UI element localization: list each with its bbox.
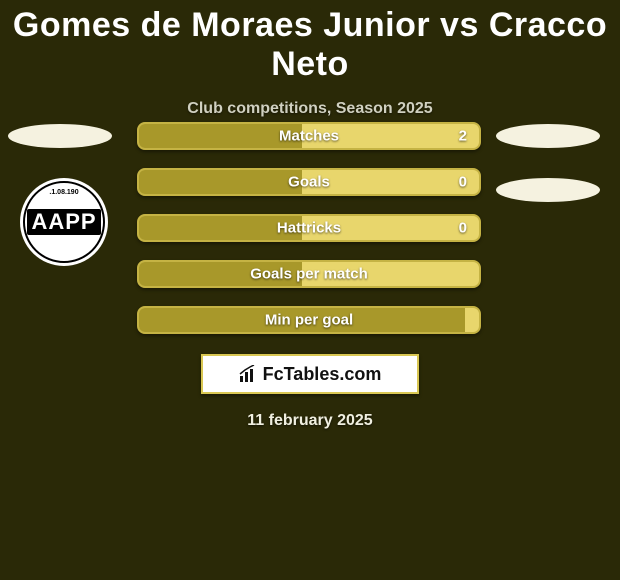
stat-label: Hattricks — [277, 220, 341, 237]
stat-value: 2 — [459, 128, 467, 145]
club-badge-inner: .1.08.190 AAPP — [23, 181, 105, 263]
player-right-shadow-icon — [496, 124, 600, 148]
page-subtitle: Club competitions, Season 2025 — [0, 100, 620, 118]
stat-label: Goals per match — [250, 266, 368, 283]
club-badge-top-text: .1.08.190 — [49, 189, 78, 196]
stat-label: Min per goal — [265, 312, 353, 329]
club-left-badge: .1.08.190 AAPP — [20, 178, 108, 266]
chart-icon — [239, 365, 259, 383]
stat-row: Goals 0 — [137, 168, 481, 196]
stat-label: Matches — [279, 128, 339, 145]
stat-row: Min per goal — [137, 306, 481, 334]
club-right-shadow-icon — [496, 178, 600, 202]
club-badge-letters: AAPP — [27, 209, 100, 235]
stat-row: Matches 2 — [137, 122, 481, 150]
brand-text: FcTables.com — [263, 364, 382, 385]
player-left-shadow-icon — [8, 124, 112, 148]
stat-row: Hattricks 0 — [137, 214, 481, 242]
stat-value: 0 — [459, 220, 467, 237]
stat-fill — [139, 170, 302, 194]
stat-value: 0 — [459, 174, 467, 191]
stat-label: Goals — [288, 174, 330, 191]
stat-row: Goals per match — [137, 260, 481, 288]
brand-box: FcTables.com — [201, 354, 419, 394]
page-title: Gomes de Moraes Junior vs Cracco Neto — [0, 0, 620, 84]
date-text: 11 february 2025 — [0, 412, 620, 430]
stat-fill — [139, 124, 302, 148]
stats-container: Matches 2 Goals 0 Hattricks 0 Goals per match M… — [137, 122, 481, 352]
